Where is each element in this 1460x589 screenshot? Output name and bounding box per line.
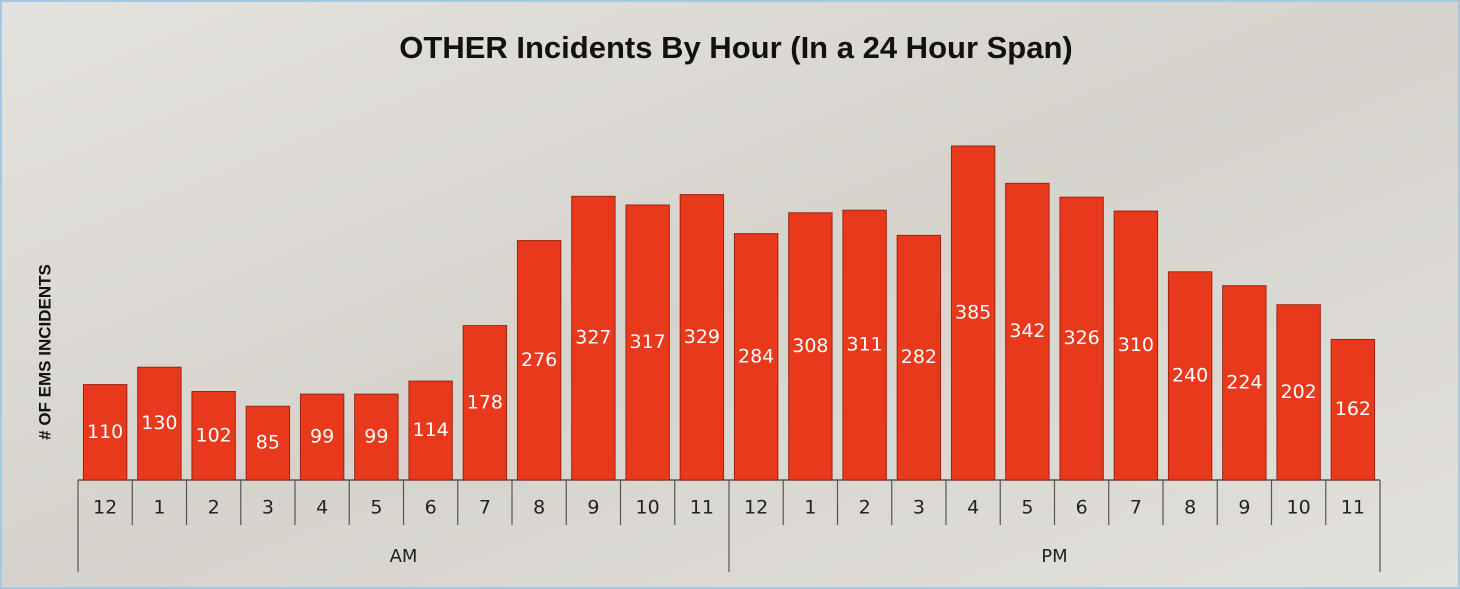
value-label: 276 <box>521 349 557 371</box>
value-label: 178 <box>467 391 503 413</box>
bar <box>625 204 670 481</box>
bar <box>299 393 345 481</box>
value-label: 385 <box>955 302 991 324</box>
x-tick-label: 10 <box>1287 497 1311 519</box>
value-label: 317 <box>629 331 665 353</box>
x-tick-label: 11 <box>690 497 714 519</box>
y-axis-label: # OF EMS INCIDENTS <box>35 264 54 440</box>
value-label: 202 <box>1280 381 1316 403</box>
value-label: 102 <box>195 424 231 446</box>
x-tick-label: 1 <box>804 497 816 519</box>
value-label: 99 <box>364 426 388 448</box>
x-tick-label: 5 <box>370 497 382 519</box>
x-tick-label: 9 <box>1238 497 1250 519</box>
x-tick-label: 12 <box>744 497 768 519</box>
x-tick-label: 10 <box>636 497 660 519</box>
bar <box>354 393 399 481</box>
x-tick-label: 2 <box>859 497 871 519</box>
x-tick-label: 7 <box>1130 497 1142 519</box>
value-label: 327 <box>575 327 611 349</box>
x-tick-label: 3 <box>262 497 274 519</box>
x-tick-label: 1 <box>153 497 165 519</box>
x-tick-label: 5 <box>1021 497 1033 519</box>
x-tick-label: 4 <box>967 497 979 519</box>
value-label: 114 <box>412 419 448 441</box>
bar <box>1113 210 1159 481</box>
value-label: 130 <box>141 412 177 434</box>
value-label: 329 <box>684 326 720 348</box>
bar <box>462 325 508 481</box>
bar <box>408 380 453 481</box>
x-tick-label: 8 <box>533 497 545 519</box>
bar <box>950 145 996 481</box>
group-label: PM <box>1041 546 1067 567</box>
value-label: 342 <box>1009 320 1045 342</box>
bar <box>896 234 942 481</box>
bar <box>137 366 182 481</box>
bar <box>1330 338 1376 481</box>
x-tick-label: 6 <box>1076 497 1088 519</box>
x-tick-label: 12 <box>93 497 117 519</box>
value-label: 85 <box>256 432 280 454</box>
value-label: 311 <box>846 334 882 356</box>
x-tick-label: 8 <box>1184 497 1196 519</box>
bar <box>516 240 562 481</box>
bar <box>245 405 291 481</box>
bar <box>82 384 128 481</box>
x-tick-label: 2 <box>208 497 220 519</box>
value-label: 240 <box>1172 364 1208 386</box>
x-tick-label: 4 <box>316 497 328 519</box>
bar <box>788 212 833 481</box>
value-label: 284 <box>738 345 774 367</box>
bar <box>191 391 236 481</box>
bar <box>842 209 887 481</box>
x-tick-label: 3 <box>913 497 925 519</box>
bar <box>571 195 616 481</box>
value-label: 282 <box>901 346 937 368</box>
value-label: 162 <box>1335 398 1371 420</box>
value-label: 310 <box>1118 334 1154 356</box>
group-label: AM <box>390 546 418 567</box>
bar <box>1005 182 1050 481</box>
bar <box>679 194 725 481</box>
value-label: 99 <box>310 426 334 448</box>
x-tick-label: 11 <box>1341 497 1365 519</box>
chart-title: OTHER Incidents By Hour (In a 24 Hour Sp… <box>399 30 1072 65</box>
bar <box>1059 196 1104 481</box>
value-label: 224 <box>1226 371 1262 393</box>
bar <box>733 233 779 481</box>
bar <box>1222 285 1267 481</box>
value-label: 308 <box>792 335 828 357</box>
bar <box>1276 304 1321 481</box>
value-label: 110 <box>87 421 123 443</box>
x-tick-label: 9 <box>587 497 599 519</box>
x-tick-label: 6 <box>425 497 437 519</box>
value-label: 326 <box>1063 327 1099 349</box>
bar <box>1167 271 1213 481</box>
x-tick-label: 7 <box>479 497 491 519</box>
